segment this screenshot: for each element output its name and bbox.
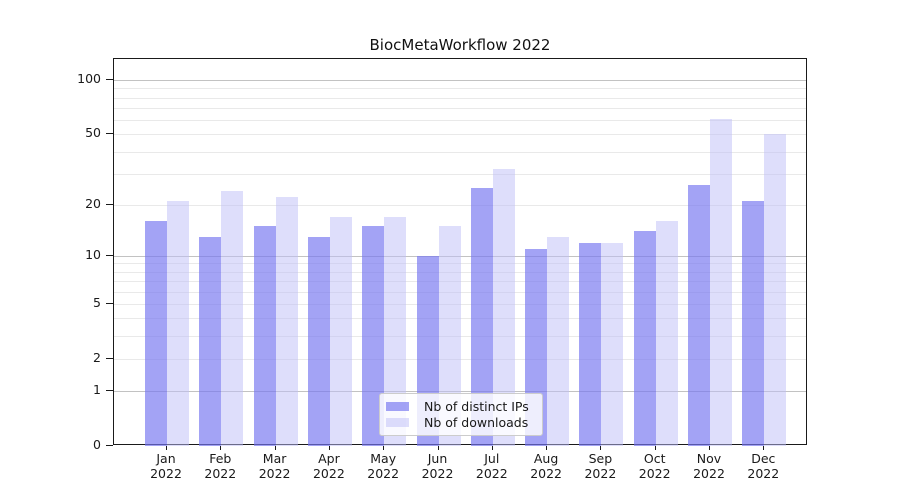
x-tick-label: Aug 2022 <box>530 451 562 481</box>
y-tick-mark <box>106 445 113 446</box>
y-tick-label: 20 <box>85 195 101 211</box>
x-tick-label: Oct 2022 <box>638 451 671 481</box>
y-tick-label: 5 <box>93 294 101 310</box>
x-tick-mark <box>166 446 167 450</box>
x-tick-label: Jul 2022 <box>475 451 508 481</box>
gridline-minor <box>114 204 806 206</box>
x-tick-mark <box>274 446 276 450</box>
legend-swatch-ips <box>386 402 409 412</box>
x-tick-mark <box>709 446 710 450</box>
bar-downloads <box>655 221 678 446</box>
legend-row-downloads: Nb of downloads <box>386 415 534 431</box>
x-tick-mark <box>763 446 765 450</box>
gridline-major <box>114 80 806 81</box>
y-tick-mark <box>106 302 113 304</box>
bar-distinct-ips <box>253 226 276 446</box>
y-tick-label: 0 <box>93 437 101 452</box>
gridline-minor <box>114 151 806 153</box>
x-tick-label: Apr 2022 <box>312 451 345 481</box>
bar-distinct-ips <box>362 226 385 446</box>
x-tick-mark <box>654 446 656 450</box>
bar-downloads <box>764 134 787 446</box>
legend-swatch-downloads <box>386 417 409 427</box>
legend-row-ips: Nb of distinct IPs <box>386 399 534 415</box>
bar-distinct-ips <box>633 231 656 446</box>
y-tick-label: 100 <box>77 71 101 86</box>
bar-distinct-ips <box>199 236 222 446</box>
y-tick-mark <box>106 390 113 392</box>
x-tick-label: Jun 2022 <box>421 451 454 481</box>
legend-label-ips: Nb of distinct IPs <box>424 399 529 415</box>
x-tick-label: Nov 2022 <box>693 451 725 481</box>
x-tick-label: May 2022 <box>367 451 400 481</box>
bar-downloads <box>492 168 515 446</box>
bar-downloads <box>601 242 624 446</box>
gridline-minor <box>114 134 806 136</box>
y-tick-mark <box>106 203 113 205</box>
bar-downloads <box>329 216 352 446</box>
y-tick-label: 1 <box>93 382 101 398</box>
x-tick-label: Jan 2022 <box>150 451 182 481</box>
x-tick-label: Sep 2022 <box>584 451 617 481</box>
bar-distinct-ips <box>145 221 167 446</box>
x-tick-mark <box>328 446 330 450</box>
bar-downloads <box>547 236 570 446</box>
gridline-minor <box>114 119 806 121</box>
x-tick-label: Dec 2022 <box>747 451 780 481</box>
y-tick-label: 10 <box>85 246 101 262</box>
y-tick-mark <box>106 79 113 80</box>
x-tick-mark <box>546 446 548 450</box>
x-tick-label: Feb 2022 <box>204 451 237 481</box>
y-tick-mark <box>106 254 113 256</box>
legend-label-downloads: Nb of downloads <box>424 414 529 430</box>
x-tick-mark <box>383 446 385 450</box>
y-tick-mark <box>106 133 113 135</box>
legend: Nb of distinct IPs Nb of downloads <box>379 393 543 436</box>
x-tick-mark <box>491 446 493 450</box>
x-tick-mark <box>220 446 222 450</box>
bar-downloads <box>167 200 189 446</box>
gridline-minor <box>114 107 806 109</box>
gridline-minor <box>114 97 806 99</box>
y-tick-label: 50 <box>85 125 101 141</box>
x-tick-mark <box>600 446 602 450</box>
bar-distinct-ips <box>470 187 493 446</box>
y-tick-label: 2 <box>93 349 101 365</box>
bar-downloads <box>710 118 732 446</box>
bar-downloads <box>384 216 407 446</box>
gridline-minor <box>114 88 806 90</box>
x-tick-label: Mar 2022 <box>258 451 291 481</box>
bar-distinct-ips <box>688 184 710 446</box>
bar-distinct-ips <box>742 200 765 446</box>
y-tick-mark <box>106 357 113 359</box>
bar-distinct-ips <box>579 242 602 446</box>
plot-area <box>113 58 807 446</box>
bar-distinct-ips <box>307 236 330 446</box>
bar-downloads <box>275 197 298 446</box>
bar-downloads <box>221 190 244 446</box>
chart-title: BiocMetaWorkflow 2022 <box>369 36 551 54</box>
bar-downloads <box>438 226 461 446</box>
gridline-minor <box>114 173 806 175</box>
x-tick-mark <box>437 446 439 450</box>
